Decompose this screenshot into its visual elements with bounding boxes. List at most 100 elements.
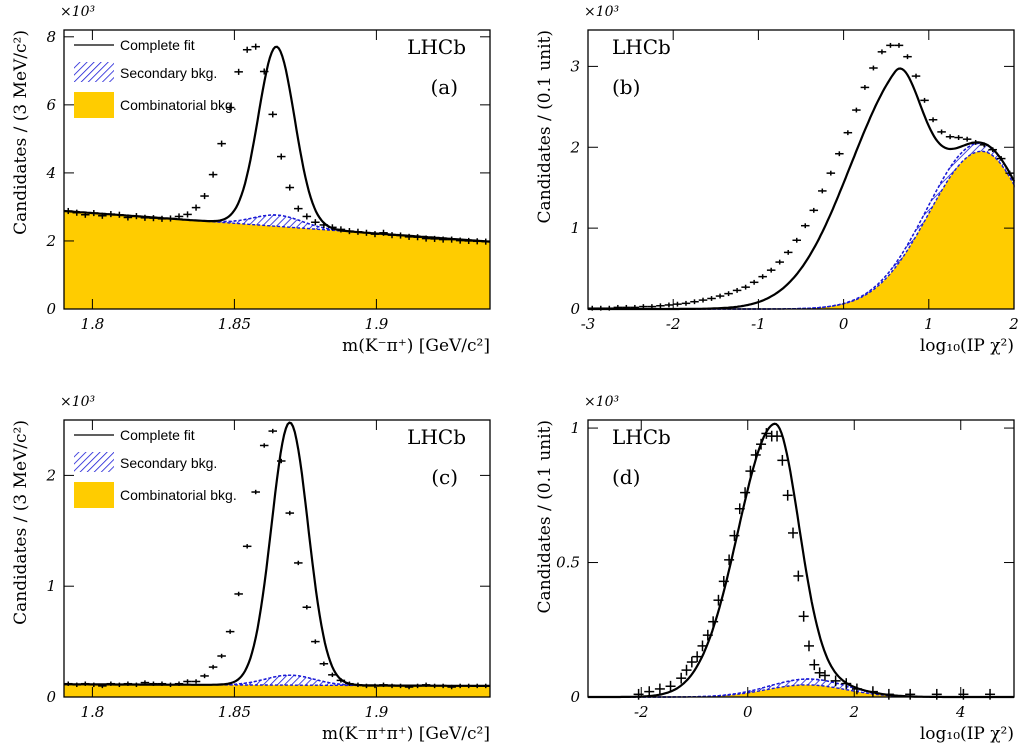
- plot-frame: [63, 419, 491, 698]
- data-point: [149, 215, 158, 222]
- lhcb-label: LHCb: [612, 425, 671, 449]
- data-point: [814, 667, 825, 679]
- data-point: [979, 142, 989, 148]
- x-tick-label: 0: [839, 315, 849, 333]
- data-point: [183, 211, 192, 218]
- legend-secondary-label: Secondary bkg.: [120, 65, 217, 81]
- data-point: [971, 139, 980, 145]
- data-point: [481, 238, 490, 245]
- data-point: [183, 679, 192, 684]
- data-point: [707, 296, 716, 301]
- data-point: [319, 661, 329, 666]
- data-point: [208, 171, 218, 178]
- legend-secondary-swatch: [74, 452, 114, 472]
- y-exponent-label: ×10³: [60, 4, 96, 20]
- data-point: [647, 304, 657, 309]
- data-point: [89, 682, 99, 688]
- data-point: [234, 591, 243, 597]
- data-point: [741, 284, 750, 290]
- plot-frame: [587, 419, 1015, 698]
- data-point: [106, 681, 116, 686]
- data-point: [81, 211, 90, 218]
- legend-fit-label: Complete fit: [120, 427, 195, 443]
- data-point: [387, 232, 397, 239]
- data-point: [200, 673, 209, 679]
- data-point: [883, 688, 894, 700]
- data-point: [302, 213, 312, 220]
- data-point: [867, 686, 878, 697]
- data-point: [166, 682, 175, 688]
- data-point: [259, 443, 269, 448]
- data-point: [225, 629, 235, 634]
- data-point: [481, 683, 490, 689]
- legend: Complete fit Secondary bkg. Combinatorial …: [74, 427, 237, 508]
- panel-c: 1.8 1.85 1.9 0 1 2 ×10³ m(K⁻π⁺π⁺) [GeV/c²] Candi…: [11, 394, 491, 744]
- panel-a: 1.8 1.85 1.9 0 2 4 6 8×10³ m(K⁻π⁺) [GeV/c²] Candi…: [11, 4, 491, 356]
- y-exponent-label: ×10³: [584, 4, 620, 20]
- data-point: [830, 675, 841, 687]
- data-point: [200, 192, 209, 200]
- data-point: [782, 489, 793, 501]
- data-point: [843, 130, 853, 136]
- data-point: [894, 42, 904, 48]
- x-tick-label: 1.9: [364, 315, 388, 333]
- data-point: [928, 117, 938, 123]
- x-tick-label: -3: [581, 315, 596, 333]
- data-point: [259, 68, 269, 75]
- data-point: [708, 616, 719, 628]
- data-point: [438, 683, 448, 689]
- data-point: [596, 305, 606, 311]
- data-point: [681, 664, 692, 676]
- data-point: [809, 207, 819, 213]
- plot-frame: [587, 29, 1015, 310]
- y-tick-label: 0: [46, 300, 56, 318]
- data-point: [123, 214, 133, 221]
- data-point: [345, 681, 354, 686]
- data-point: [413, 234, 422, 241]
- y-axis-title: Candidates / (3 MeV/c²): [11, 30, 31, 235]
- data-point: [404, 684, 414, 690]
- data-point: [911, 73, 921, 79]
- data-point: [328, 672, 337, 678]
- data-point: [713, 594, 724, 606]
- data-point: [996, 156, 1006, 162]
- legend: Complete fit Secondary bkg. Combinatorial …: [74, 37, 237, 118]
- data-point: [191, 679, 201, 684]
- data-point: [353, 682, 363, 688]
- x-tick-label: 1.9: [364, 703, 388, 721]
- data-point: [132, 682, 141, 688]
- data-point: [421, 235, 431, 242]
- panel-tag: (c): [431, 465, 458, 489]
- panel-tag: (b): [612, 75, 640, 99]
- data-point: [826, 170, 836, 176]
- data-point: [962, 136, 972, 142]
- data-point: [455, 237, 465, 244]
- data-point: [690, 299, 699, 305]
- plot-frame: [63, 29, 491, 310]
- data-point: [793, 570, 804, 582]
- legend-combinatorial-label: Combinatorial bkg.: [120, 487, 237, 503]
- x-tick-label: 4: [955, 703, 966, 721]
- data-point: [362, 683, 371, 689]
- data-point: [98, 212, 107, 219]
- y-tick-label: 1: [46, 577, 56, 595]
- data-point: [835, 151, 844, 157]
- data-point: [937, 129, 946, 135]
- x-tick-label: 2: [848, 703, 859, 721]
- data-point: [166, 215, 175, 222]
- y-exponent-label: ×10³: [584, 394, 620, 410]
- data-point: [234, 68, 243, 75]
- x-axis-title: log₁₀(IP χ²): [920, 724, 1014, 744]
- data-point: [89, 209, 99, 217]
- data-point: [819, 670, 830, 681]
- data-point: [430, 683, 439, 689]
- data-point: [903, 54, 912, 60]
- y-tick-label: 0: [570, 688, 580, 706]
- data-point: [345, 228, 354, 235]
- data-point: [132, 213, 141, 220]
- data-point: [370, 683, 380, 689]
- data-point: [788, 527, 799, 539]
- complete-fit-line: [588, 422, 1014, 699]
- data-point: [702, 629, 713, 641]
